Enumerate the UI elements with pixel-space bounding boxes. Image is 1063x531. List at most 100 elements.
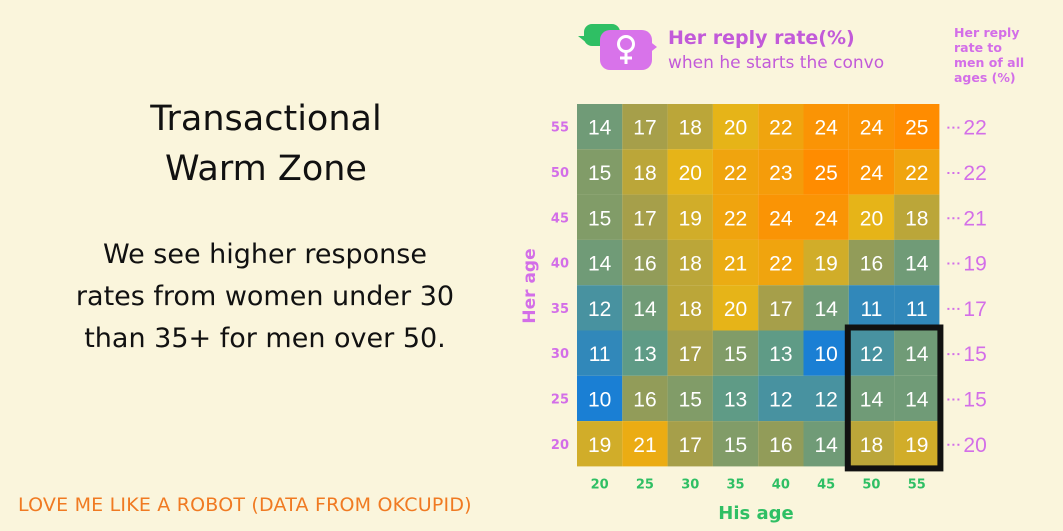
row-total-value: 17 (963, 298, 986, 321)
heatmap-cell-value: 25 (814, 162, 837, 185)
heatmap-cell-value: 17 (769, 298, 792, 321)
heatmap-cell (758, 330, 804, 376)
x-tick-label: 20 (591, 477, 609, 492)
y-tick-label: 30 (551, 347, 569, 362)
heatmap-cell (622, 421, 668, 467)
x-tick-label: 30 (681, 477, 699, 492)
female-symbol-icon (617, 35, 635, 64)
heatmap-cell (712, 330, 759, 376)
heatmap-cell (667, 285, 713, 331)
heatmap-cell (758, 149, 804, 195)
heatmap-cell-value: 20 (679, 162, 702, 185)
y-tick-label: 55 (551, 121, 569, 136)
heatmap-cell (577, 194, 623, 240)
heatmap-cell (848, 239, 895, 286)
x-tick-label: 40 (772, 477, 790, 492)
heatmap-cell-value: 14 (588, 253, 612, 276)
heatmap-cell-value: 18 (860, 434, 883, 457)
heatmap-cell (622, 285, 668, 331)
heatmap-cell-value: 13 (724, 388, 747, 411)
heatmap-cell-value: 14 (905, 388, 929, 411)
heatmap-cell-value: 22 (905, 162, 928, 185)
heatmap-cell (577, 421, 623, 467)
source-footer: LOVE ME LIKE A ROBOT (DATA FROM OKCUPID) (18, 494, 472, 516)
heatmap-cell-value: 14 (905, 253, 929, 276)
heatmap-cell (712, 239, 759, 286)
heatmap-cell-value: 18 (679, 298, 702, 321)
heatmap-cell (667, 194, 713, 240)
heatmap-cell (803, 239, 849, 286)
y-tick-label: 50 (551, 166, 569, 181)
heatmap-cell (803, 194, 849, 240)
heatmap-cell-value: 22 (724, 207, 747, 230)
heatmap-cell (894, 421, 940, 467)
heatmap-cell-value: 14 (860, 388, 884, 411)
heatmap-cell (622, 149, 668, 195)
heatmap-cell (803, 285, 849, 331)
x-tick-label: 35 (727, 477, 745, 492)
heatmap-cell (848, 149, 895, 195)
heatmap-cell-value: 22 (769, 117, 792, 140)
heatmap-cell (712, 149, 759, 195)
heatmap-cell-value: 24 (814, 117, 838, 140)
heatmap-cell (667, 239, 713, 286)
heatmap-cell (577, 149, 623, 195)
y-tick-label: 25 (551, 392, 569, 407)
heatmap-cell-value: 10 (588, 388, 611, 411)
row-total-value: 19 (963, 253, 986, 276)
heatmap-cell (758, 285, 804, 331)
heatmap-cell (803, 149, 849, 195)
heatmap-cell-value: 18 (679, 117, 702, 140)
heatmap-cell (712, 375, 759, 422)
heatmap-cell-value: 16 (633, 388, 656, 411)
x-tick-label: 55 (908, 477, 926, 492)
heatmap-cell-value: 22 (724, 162, 747, 185)
heatmap-cell (622, 239, 668, 286)
heatmap-cell (894, 194, 940, 240)
heatmap-cell (894, 375, 940, 422)
heatmap-cell (894, 149, 940, 195)
y-tick-label: 35 (551, 302, 569, 317)
row-total-value: 22 (963, 117, 986, 140)
heatmap-cell (894, 104, 940, 150)
heatmap-cell (848, 421, 895, 467)
x-tick-label: 45 (817, 477, 835, 492)
row-total-header-line: men of all (954, 55, 1025, 70)
heatmap-cell (848, 330, 895, 376)
heatmap-cell (848, 104, 895, 150)
heatmap-cell-value: 19 (905, 434, 928, 457)
heatmap-cell (577, 104, 623, 150)
heatmap-cell-value: 14 (633, 298, 657, 321)
heatmap-cell (803, 104, 849, 150)
heatmap-cell-value: 12 (588, 298, 611, 321)
heatmap-cell (667, 375, 713, 422)
heatmap-cell (622, 330, 668, 376)
heatmap-cell (758, 421, 804, 467)
heatmap-cell-value: 13 (633, 343, 656, 366)
row-total-header: Her reply rate to men of all ages (%) (954, 25, 1054, 85)
heatmap-cell-value: 14 (814, 434, 838, 457)
title: Transactional Warm Zone (96, 94, 436, 194)
heatmap-cell-value: 16 (860, 253, 883, 276)
y-tick-label: 45 (551, 211, 569, 226)
chat-bubble-tail (578, 36, 588, 44)
heatmap-cell-value: 19 (588, 434, 611, 457)
heatmap-cell (667, 149, 713, 195)
heatmap-cell (803, 421, 849, 467)
heatmap-cell-value: 20 (724, 298, 747, 321)
heatmap-cell-value: 12 (814, 388, 837, 411)
heatmap-cell (712, 285, 759, 331)
heatmap-cell-value: 17 (679, 343, 702, 366)
heatmap-cell-value: 14 (905, 343, 929, 366)
heatmap-cell (667, 421, 713, 467)
summary-text: We see higher response rates from women … (40, 234, 490, 360)
heatmap-cell (667, 330, 713, 376)
heatmap-cell-value: 13 (769, 343, 792, 366)
heatmap-cell (577, 239, 623, 286)
heatmap-cell (758, 194, 804, 240)
heatmap-cell (848, 285, 895, 331)
heatmap-cell-value: 17 (679, 434, 702, 457)
x-axis-label: His age (718, 503, 794, 524)
row-total-header-line: rate to (954, 40, 1002, 55)
row-total-value: 20 (963, 434, 986, 457)
